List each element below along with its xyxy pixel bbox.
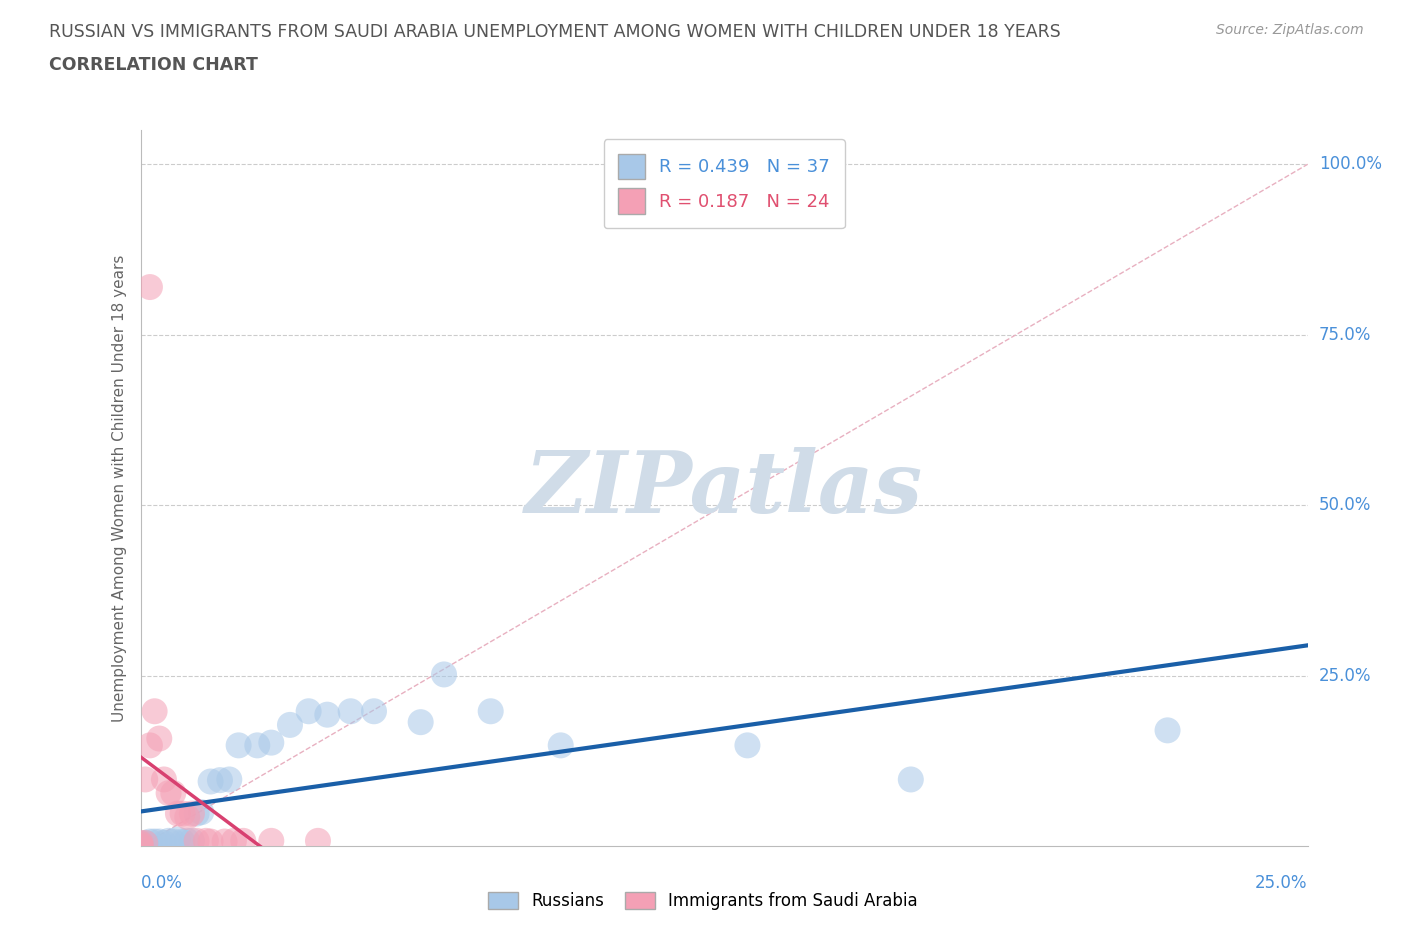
Text: RUSSIAN VS IMMIGRANTS FROM SAUDI ARABIA UNEMPLOYMENT AMONG WOMEN WITH CHILDREN U: RUSSIAN VS IMMIGRANTS FROM SAUDI ARABIA …: [49, 23, 1062, 41]
Ellipse shape: [259, 730, 284, 756]
Ellipse shape: [156, 828, 181, 854]
Ellipse shape: [198, 768, 224, 794]
Ellipse shape: [150, 766, 177, 792]
Ellipse shape: [136, 829, 163, 855]
Ellipse shape: [132, 766, 159, 792]
Ellipse shape: [142, 698, 167, 724]
Ellipse shape: [898, 766, 924, 792]
Ellipse shape: [337, 698, 364, 724]
Text: 0.0%: 0.0%: [141, 874, 183, 892]
Ellipse shape: [174, 804, 200, 830]
Ellipse shape: [408, 710, 433, 736]
Ellipse shape: [295, 698, 322, 724]
Ellipse shape: [225, 732, 252, 758]
Ellipse shape: [212, 829, 238, 855]
Ellipse shape: [245, 732, 270, 758]
Ellipse shape: [128, 831, 153, 857]
Ellipse shape: [128, 830, 153, 856]
Ellipse shape: [734, 732, 761, 758]
Text: Source: ZipAtlas.com: Source: ZipAtlas.com: [1216, 23, 1364, 37]
Ellipse shape: [132, 830, 159, 856]
Text: 75.0%: 75.0%: [1319, 326, 1371, 344]
Ellipse shape: [136, 732, 163, 758]
Ellipse shape: [170, 801, 195, 827]
Ellipse shape: [128, 833, 153, 859]
Ellipse shape: [193, 828, 219, 854]
Ellipse shape: [150, 830, 177, 856]
Ellipse shape: [259, 828, 284, 854]
Ellipse shape: [231, 828, 256, 854]
Ellipse shape: [174, 828, 200, 854]
Ellipse shape: [432, 661, 457, 687]
Ellipse shape: [198, 829, 224, 855]
Ellipse shape: [361, 698, 387, 724]
Ellipse shape: [132, 831, 159, 857]
Ellipse shape: [184, 801, 209, 827]
Ellipse shape: [146, 725, 173, 751]
Legend: R = 0.439   N = 37, R = 0.187   N = 24: R = 0.439 N = 37, R = 0.187 N = 24: [603, 140, 845, 228]
Ellipse shape: [128, 833, 153, 859]
Ellipse shape: [217, 766, 242, 792]
Ellipse shape: [160, 780, 186, 806]
Ellipse shape: [128, 833, 153, 859]
Ellipse shape: [160, 829, 186, 855]
Ellipse shape: [142, 829, 167, 855]
Ellipse shape: [128, 833, 153, 859]
Ellipse shape: [165, 801, 191, 827]
Y-axis label: Unemployment Among Women with Children Under 18 years: Unemployment Among Women with Children U…: [111, 255, 127, 722]
Ellipse shape: [315, 701, 340, 727]
Text: 25.0%: 25.0%: [1319, 667, 1371, 684]
Ellipse shape: [165, 827, 191, 853]
Ellipse shape: [188, 799, 214, 825]
Ellipse shape: [179, 828, 205, 854]
Text: 50.0%: 50.0%: [1319, 497, 1371, 514]
Text: ZIPatlas: ZIPatlas: [524, 446, 924, 530]
Ellipse shape: [179, 801, 205, 827]
Ellipse shape: [146, 829, 173, 855]
Ellipse shape: [277, 711, 302, 737]
Ellipse shape: [132, 830, 159, 856]
Ellipse shape: [305, 828, 330, 854]
Ellipse shape: [207, 767, 233, 793]
Ellipse shape: [170, 829, 195, 855]
Text: CORRELATION CHART: CORRELATION CHART: [49, 56, 259, 73]
Text: 100.0%: 100.0%: [1319, 155, 1382, 173]
Ellipse shape: [548, 732, 574, 758]
Ellipse shape: [128, 833, 153, 859]
Ellipse shape: [156, 780, 181, 806]
Ellipse shape: [221, 828, 247, 854]
Ellipse shape: [478, 698, 503, 724]
Ellipse shape: [128, 831, 153, 857]
Text: 25.0%: 25.0%: [1256, 874, 1308, 892]
Ellipse shape: [1154, 717, 1181, 743]
Legend: Russians, Immigrants from Saudi Arabia: Russians, Immigrants from Saudi Arabia: [482, 885, 924, 917]
Ellipse shape: [184, 828, 209, 854]
Ellipse shape: [136, 274, 163, 300]
